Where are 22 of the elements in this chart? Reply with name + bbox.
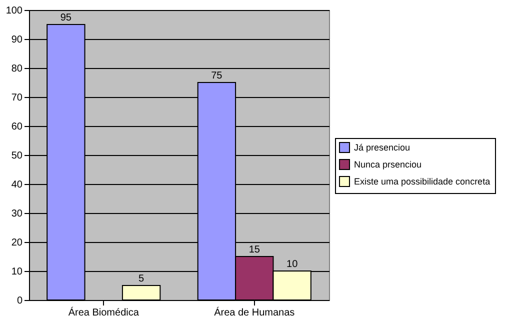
data-label: 95 — [60, 12, 72, 24]
y-tick-label: 90 — [11, 34, 23, 46]
bar — [122, 285, 161, 300]
y-tick-label: 60 — [11, 122, 23, 132]
y-tick-label: 0 — [16, 296, 23, 306]
y-tick-label: 10 — [11, 266, 23, 278]
y-tick-label: 20 — [11, 238, 23, 248]
data-label: 5 — [138, 274, 145, 284]
y-tick-label: 70 — [11, 92, 23, 104]
data-label: 10 — [286, 259, 298, 270]
y-tick-label: 30 — [11, 208, 23, 220]
data-label: 15 — [248, 244, 260, 256]
legend-label: Já presenciou — [354, 142, 410, 152]
y-tick-label: 100 — [6, 6, 23, 16]
x-tick-label: Área de Humanas — [214, 306, 295, 318]
data-label: 75 — [211, 70, 223, 82]
legend-label: Existe uma possibilidade concreta — [354, 176, 490, 186]
y-tick-label: 40 — [11, 180, 23, 190]
x-tick-label: Área Biomédica — [68, 306, 140, 318]
legend-label: Nunca prsenciou — [354, 160, 422, 170]
y-tick-label: 80 — [11, 64, 23, 74]
y-tick-label: 50 — [11, 150, 23, 162]
